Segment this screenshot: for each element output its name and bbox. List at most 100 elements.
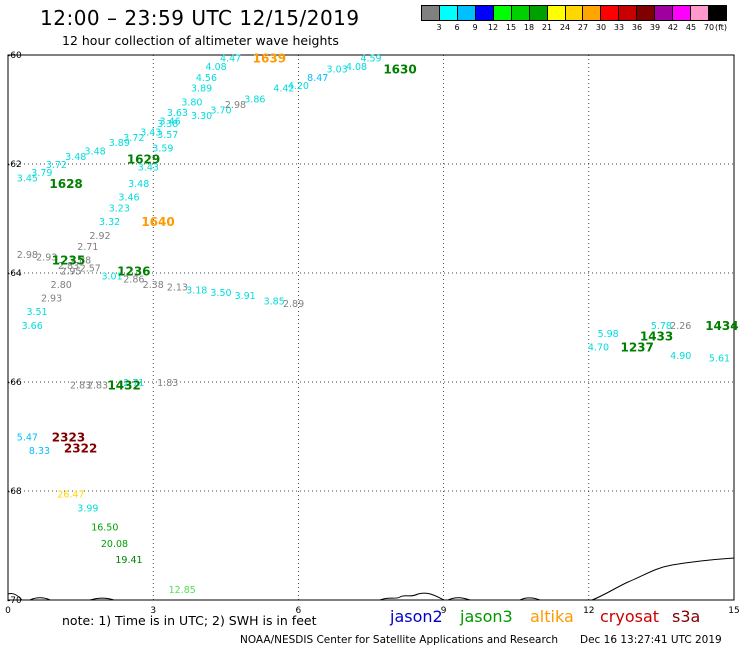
wave-height-value: 4.56 <box>196 73 217 84</box>
pass-time-labels: 1639 1630 1629 1628 1640 1235 1236 1432 23232322… <box>49 52 738 456</box>
wave-height-value: 5.78 <box>651 321 672 332</box>
legend-tick-label: 15 <box>505 23 517 32</box>
x-tick-label: 6 <box>296 606 302 616</box>
page-title: 12:00 – 23:59 UTC 12/15/2019 <box>40 6 360 30</box>
wave-height-value: 8.47 <box>307 73 328 84</box>
pass-time-label: 1432 <box>107 379 140 393</box>
wave-height-value: 5.47 <box>17 433 38 444</box>
wave-height-value: 3.48 <box>85 146 106 157</box>
legend-tick-label: 27 <box>577 23 589 32</box>
wave-height-value: 4.08 <box>206 62 227 73</box>
legend-tick-label: 39 <box>649 23 661 32</box>
antarctic-coast-right <box>591 557 735 601</box>
wave-height-value: 2.71 <box>123 378 144 389</box>
wave-height-value: 3.70 <box>210 106 231 117</box>
wave-height-value: 3.66 <box>22 321 43 332</box>
wave-height-value: 3.51 <box>26 307 47 318</box>
page-subtitle: 12 hour collection of altimeter wave hei… <box>62 33 339 48</box>
wave-height-value: 2.13 <box>167 283 188 294</box>
wave-height-value: 3.72 <box>46 160 67 171</box>
legend-swatch <box>619 6 638 20</box>
legend-swatch <box>422 6 440 20</box>
wave-height-value: 3.43 <box>140 127 161 138</box>
wave-height-value: 3.91 <box>235 291 256 302</box>
legend-tick-label: 18 <box>523 23 535 32</box>
legend-swatch <box>439 6 458 20</box>
wave-height-value: 3.99 <box>77 503 98 514</box>
wave-height-value: 3.59 <box>152 144 173 155</box>
wave-height-value: 3.48 <box>65 152 86 163</box>
antarctic-coast-left <box>7 593 115 601</box>
legend-swatch <box>547 6 566 20</box>
wave-height-value: 2.38 <box>143 280 164 291</box>
wave-height-value: 3.01 <box>101 272 122 283</box>
legend-swatch <box>565 6 584 20</box>
wave-height-value: 20.08 <box>101 539 128 550</box>
wave-height-value: 12.85 <box>169 585 196 596</box>
wave-height-value: 3.38 <box>157 119 178 130</box>
x-tick-label: 9 <box>441 606 447 616</box>
wave-height-value: 2.71 <box>77 242 98 253</box>
y-tick-label: -66 <box>7 378 22 388</box>
legend-swatch <box>673 6 692 20</box>
legend-swatch <box>475 6 494 20</box>
satellite-altika: altika <box>530 607 574 626</box>
wave-height-value: 4.08 <box>346 62 367 73</box>
y-tick-label: -68 <box>7 487 22 497</box>
wave-height-value: 3.48 <box>128 179 149 190</box>
wave-height-value: 5.61 <box>709 353 730 364</box>
wave-height-value: 8.33 <box>29 446 50 457</box>
pass-time-label: 2322 <box>64 441 97 455</box>
wave-height-value: 3.45 <box>17 174 38 185</box>
x-tick-label: 12 <box>583 606 594 616</box>
pass-time-label: 1630 <box>383 63 416 77</box>
pass-time-label: 1629 <box>127 153 160 167</box>
coast-fragment-east <box>519 597 541 601</box>
y-axis-ticks: -60 -62 -64 -66 -68 -70 <box>7 51 22 606</box>
legend-tick-label: 12 <box>487 23 499 32</box>
wave-height-observations: 4.474.084.563.893.803.63 3.303.702.983.86… <box>17 54 730 596</box>
legend-tick-labels: 3 6 9 12 15 18 21 24 27 30 33 36 39 42 45 70 (ft) <box>421 23 727 35</box>
satellite-jason3: jason3 <box>460 607 513 626</box>
footer-note: note: 1) Time is in UTC; 2) SWH is in fe… <box>62 613 317 628</box>
coastline <box>7 557 735 601</box>
legend-swatch <box>637 6 656 20</box>
wave-height-value: 2.57 <box>80 264 101 275</box>
legend-tick-label: 24 <box>559 23 571 32</box>
wave-height-value: 2.83 <box>58 261 79 272</box>
satellite-jason2: jason2 <box>390 607 443 626</box>
wave-height-value: 2.95 <box>60 266 81 277</box>
x-tick-label: 0 <box>5 606 11 616</box>
wave-height-value: 2.93 <box>41 294 62 305</box>
pass-time-label: 1639 <box>253 52 286 66</box>
satellite-s3a: s3a <box>672 607 701 626</box>
y-tick-label: -64 <box>7 269 22 279</box>
wave-height-value: 3.63 <box>167 108 188 119</box>
pass-time-label: 1236 <box>117 264 150 278</box>
wave-height-value: 3.32 <box>99 217 120 228</box>
legend-swatch <box>529 6 548 20</box>
wave-height-value: 2.26 <box>670 321 691 332</box>
x-tick-label: 3 <box>150 606 156 616</box>
wave-height-value: 3.18 <box>186 285 207 296</box>
legend-tick-label: 9 <box>472 23 478 32</box>
satellite-cryosat: cryosat <box>600 607 660 626</box>
wave-height-value: 3.57 <box>157 130 178 141</box>
legend-swatch <box>691 6 709 20</box>
coast-fragment-mid <box>379 592 471 601</box>
pass-time-label: 1235 <box>52 253 85 267</box>
wave-height-value: 3.43 <box>138 163 159 174</box>
wave-height-value: 3.72 <box>123 133 144 144</box>
wave-height-value: 2.89 <box>283 299 304 310</box>
legend-tick-label: 36 <box>631 23 643 32</box>
map-frame <box>7 54 735 601</box>
wave-height-value: 3.03 <box>327 65 348 76</box>
credit-line: NOAA/NESDIS Center for Satellite Applica… <box>240 634 558 646</box>
legend-tick-label: 45 <box>685 23 697 32</box>
wave-height-value: 2.98 <box>17 250 38 261</box>
wave-height-value: 4.20 <box>288 81 309 92</box>
wave-height-value: 4.59 <box>360 54 381 65</box>
wave-height-value: 26.47 <box>57 490 84 501</box>
wave-height-value: 3.85 <box>264 296 285 307</box>
